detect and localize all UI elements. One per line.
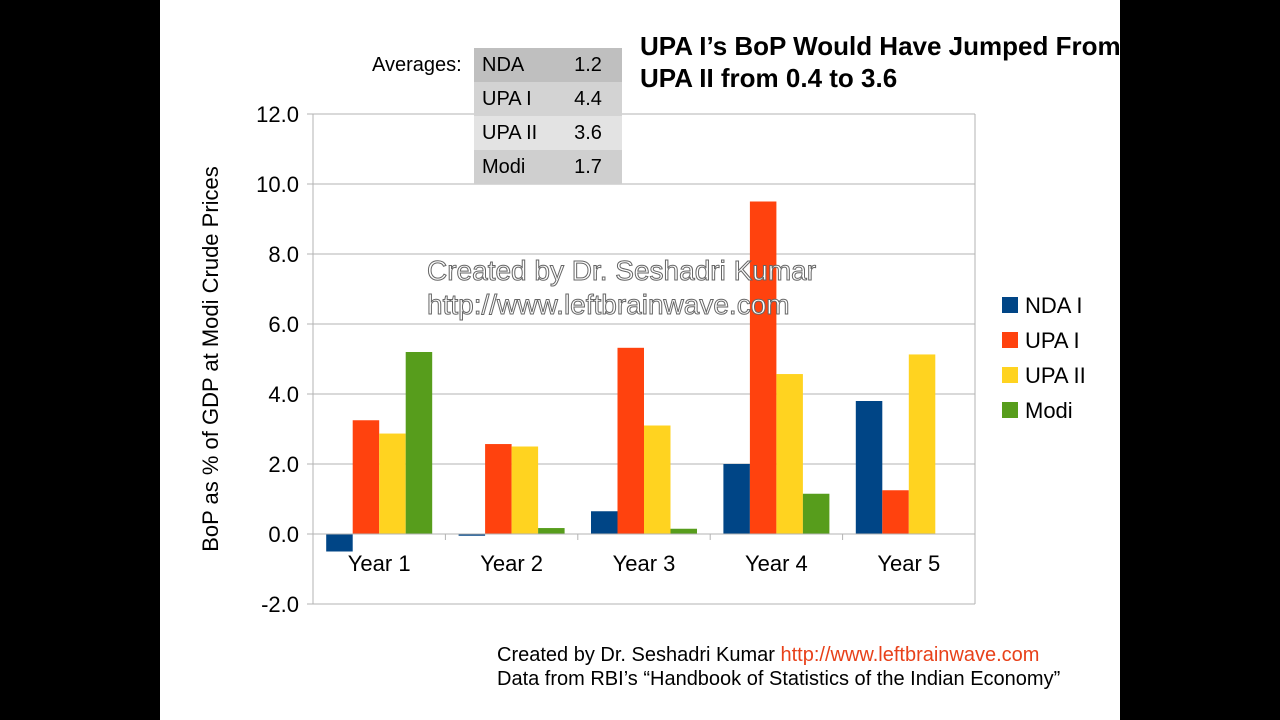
bar [855,401,883,534]
averages-row: Modi 1.7 [474,150,622,184]
y-tick-label: 10.0 [256,172,299,197]
legend-swatch [1002,297,1018,313]
bar [352,420,380,534]
bar [617,347,644,534]
y-tick-label: 6.0 [268,312,299,337]
y-axis-title: BoP as % of GDP at Modi Crude Prices [198,166,223,552]
averages-row: UPA I 4.4 [474,82,622,116]
averages-party: Modi [474,150,554,184]
credit-footer: Created by Dr. Seshadri Kumar http://www… [497,643,1060,691]
y-tick-label: 2.0 [268,452,299,477]
legend-swatch [1002,367,1018,383]
x-tick-label: Year 4 [745,551,808,576]
bar [749,201,777,534]
bar [511,446,539,534]
y-tick-label: -2.0 [261,592,299,617]
legend-label: NDA I [1025,293,1082,318]
averages-value: 1.2 [554,48,622,82]
x-tick-label: Year 5 [877,551,940,576]
averages-party: UPA II [474,116,554,150]
bar-chart: -2.0 0.0 2.0 4.0 6.0 8.0 10.0 12.0 Year 1 Year 2 Y… [198,102,1086,617]
x-tick-label: Year 3 [613,551,676,576]
watermark: Created by Dr. Seshadri Kumarhttp://www.… [427,255,817,321]
bar [458,534,486,536]
bar [591,511,618,534]
averages-row: NDA 1.2 [474,48,622,82]
y-tick-label: 8.0 [268,242,299,267]
legend-swatch [1002,402,1018,418]
bar [379,433,406,534]
y-tick-label: 0.0 [268,522,299,547]
bar [670,528,697,534]
axes: -2.0 0.0 2.0 4.0 6.0 8.0 10.0 12.0 Year 1 Year 2 Y… [198,102,976,617]
averages-value: 3.6 [554,116,622,150]
slide-title: UPA I’s BoP Would Have Jumped From 3.0 t… [640,31,1248,93]
x-tick-label: Year 2 [480,551,543,576]
averages-label: Averages: [372,54,462,76]
credit-author: Created by Dr. Seshadri Kumar [497,644,775,666]
watermark-line-1: Created by Dr. Seshadri Kumar [427,255,816,286]
watermark-line-2: http://www.leftbrainwave.com [427,289,790,320]
credit-source: Data from RBI’s “Handbook of Statistics … [497,668,1061,690]
bar [644,425,671,534]
bar [802,493,830,534]
averages-value: 4.4 [554,82,622,116]
bar [882,490,909,534]
bar [538,528,565,534]
credit-url-link[interactable]: http://www.leftbrainwave.com [780,644,1040,666]
credit-line: Created by Dr. Seshadri Kumar http://www… [497,643,1060,667]
averages-value: 1.7 [554,150,622,184]
slide: -2.0 0.0 2.0 4.0 6.0 8.0 10.0 12.0 Year 1 Year 2 Y… [160,0,1248,720]
bar [908,354,936,534]
averages-party: NDA [474,48,554,82]
bar [405,352,433,534]
bar [776,374,803,534]
legend-label: Modi [1025,398,1073,423]
legend-label: UPA II [1025,363,1086,388]
y-tick-label: 4.0 [268,382,299,407]
averages-party: UPA I [474,82,554,116]
bars [326,201,936,552]
legend-swatch [1002,332,1018,348]
legend-label: UPA I [1025,328,1080,353]
bar [723,464,750,534]
y-tick-label: 12.0 [256,102,299,127]
bar [326,534,353,552]
bar [485,444,512,534]
averages-table: NDA 1.2 UPA I 4.4 UPA II 3.6 Modi 1.7 [474,48,622,184]
legend: NDA I UPA I UPA II Modi [1002,293,1086,423]
x-tick-label: Year 1 [348,551,411,576]
averages-row: UPA II 3.6 [474,116,622,150]
